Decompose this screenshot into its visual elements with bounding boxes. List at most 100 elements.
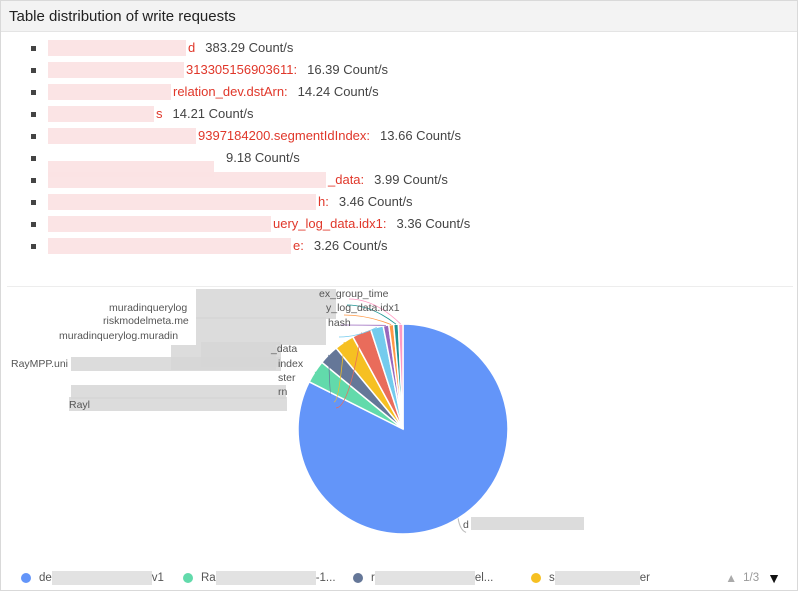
bullet-icon xyxy=(31,67,36,73)
request-value: 3.46 Count/s xyxy=(338,194,413,209)
bullet-icon xyxy=(31,133,36,139)
pie-leader-line xyxy=(338,326,377,338)
redaction-mask xyxy=(48,194,316,210)
legend-item[interactable]: Ra -1... xyxy=(183,567,336,589)
legend-item[interactable]: r el... xyxy=(353,567,493,589)
request-name-text: d xyxy=(188,40,196,55)
legend-next-icon[interactable]: ▼ xyxy=(767,570,781,586)
pie-slice-label: rn xyxy=(278,386,287,398)
legend-label-suffix: -1... xyxy=(315,572,336,584)
redaction-mask xyxy=(48,106,154,122)
request-item: d 383.29 Count/s xyxy=(31,37,470,59)
chart-legend: de v1 Ra -1... r el... s er ▲ 1/3 ▼ xyxy=(1,567,797,589)
request-name-text: _data: xyxy=(328,172,365,187)
legend-marker-icon xyxy=(353,573,363,583)
request-value: 14.21 Count/s xyxy=(172,106,254,121)
bullet-icon xyxy=(31,177,36,183)
request-value: 9.18 Count/s xyxy=(226,150,300,165)
pie-slice-label: riskmodelmeta.me xyxy=(103,315,189,327)
pie-leader-line xyxy=(314,371,329,388)
redaction-mask xyxy=(554,571,640,585)
legend-label-suffix: el... xyxy=(474,572,494,584)
pie-leader-line xyxy=(335,332,362,409)
pie-slice-label: _data xyxy=(270,343,297,355)
request-name-text: 313305156903611: xyxy=(186,62,298,77)
redaction-mask xyxy=(71,357,281,371)
legend-label-suffix: v1 xyxy=(151,572,164,584)
pie-leader-line xyxy=(457,518,467,533)
pie-slice-label: d xyxy=(463,519,469,531)
pie-slice-label: y_log_data.idx1 xyxy=(326,302,400,314)
request-table-name: 9397184200.segmentIdIndex: xyxy=(48,125,370,147)
request-table-name: d xyxy=(48,37,195,59)
pie-leader-line xyxy=(348,298,401,325)
request-item: 313305156903611: 16.39 Count/s xyxy=(31,59,470,81)
redaction-mask xyxy=(71,385,286,399)
pie-slice[interactable] xyxy=(397,323,404,430)
legend-marker-icon xyxy=(183,573,193,583)
request-item: _data: 3.99 Count/s xyxy=(31,169,470,191)
bullet-icon xyxy=(31,45,36,51)
redaction-mask xyxy=(215,571,316,585)
legend-label: Ra xyxy=(201,572,216,584)
pie-leader-line xyxy=(346,304,397,325)
legend-pager: ▲ 1/3 ▼ xyxy=(725,567,781,589)
legend-item[interactable]: s er xyxy=(531,567,650,589)
legend-label: s xyxy=(549,572,555,584)
legend-item[interactable]: de v1 xyxy=(21,567,164,589)
bullet-icon xyxy=(31,199,36,205)
pie-slice-label: ex_group_time xyxy=(319,288,389,300)
panel-header: Table distribution of write requests xyxy=(1,1,797,32)
request-name-text: 9397184200.segmentIdIndex: xyxy=(198,128,371,143)
request-table-name: _data: xyxy=(48,169,364,191)
request-name-text: s xyxy=(156,106,163,121)
pie-slice-label: index xyxy=(278,358,304,370)
bullet-icon xyxy=(31,89,36,95)
pie-slice-label: muradinquerylog.muradin xyxy=(59,330,178,342)
pie-slice-label: Rayl xyxy=(69,399,90,411)
redaction-mask xyxy=(374,571,475,585)
redaction-mask xyxy=(196,289,336,319)
redaction-mask xyxy=(48,238,291,254)
pie-leader-line xyxy=(343,314,392,326)
request-item: s 14.21 Count/s xyxy=(31,103,470,125)
request-item: uery_log_data.idx1: 3.36 Count/s xyxy=(31,213,470,235)
bullet-icon xyxy=(31,221,36,227)
request-name-text: e: xyxy=(293,238,304,253)
redaction-mask xyxy=(471,517,584,530)
divider xyxy=(7,286,793,287)
legend-label: r xyxy=(371,572,375,584)
redaction-mask xyxy=(48,216,271,232)
panel-title: Table distribution of write requests xyxy=(9,8,236,25)
request-value: 14.24 Count/s xyxy=(297,84,379,99)
redaction-mask xyxy=(48,62,184,78)
pie-slice-label: hash xyxy=(328,317,351,329)
legend-marker-icon xyxy=(531,573,541,583)
request-value: 3.99 Count/s xyxy=(374,172,448,187)
pie-chart-area: ex_group_time muradinquerylog y_log_data.i… xyxy=(1,287,797,590)
legend-marker-icon xyxy=(21,573,31,583)
legend-label: de xyxy=(39,572,52,584)
redaction-mask xyxy=(48,128,196,144)
bullet-icon xyxy=(31,243,36,249)
pie-slice-label: muradinquerylog xyxy=(109,302,187,314)
bullet-icon xyxy=(31,111,36,117)
request-value: 3.36 Count/s xyxy=(396,216,471,231)
request-list-area: d 383.29 Count/s 313305156903611: 16.39 Cou… xyxy=(1,32,797,285)
request-item: 9397184200.segmentIdIndex: 13.66 Count/s xyxy=(31,125,470,147)
pie-slice-label: ster xyxy=(278,372,296,384)
request-table-name: h: xyxy=(48,191,329,213)
request-name-text: h: xyxy=(318,194,329,209)
request-table-name: relation_dev.dstArn: xyxy=(48,81,288,103)
request-name-text: relation_dev.dstArn: xyxy=(173,84,288,99)
request-item: relation_dev.dstArn: 14.24 Count/s xyxy=(31,81,470,103)
request-value: 13.66 Count/s xyxy=(380,128,461,143)
legend-label-suffix: er xyxy=(639,572,650,584)
request-item: 9.18 Count/s xyxy=(31,147,470,177)
request-item: h: 3.46 Count/s xyxy=(31,191,470,213)
request-value: 383.29 Count/s xyxy=(205,40,294,55)
legend-prev-icon[interactable]: ▲ xyxy=(725,571,738,585)
legend-page-indicator: 1/3 xyxy=(743,572,760,584)
pie-slice-label: RayMPP.uni xyxy=(11,358,68,370)
